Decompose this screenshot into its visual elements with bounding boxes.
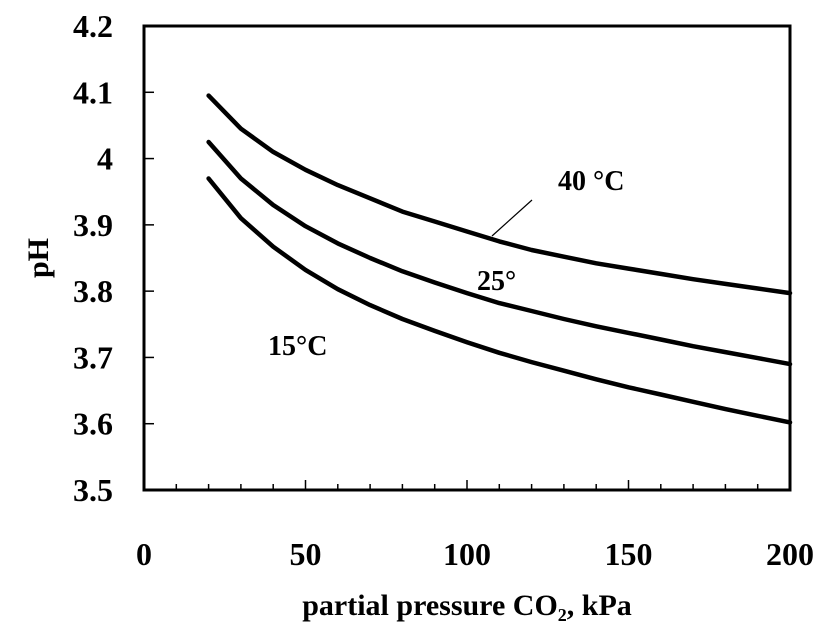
x-tick-label: 200 [766,536,814,572]
x-tick-label: 100 [443,536,491,572]
x-axis-label: partial pressure CO₂, kPa [302,589,632,622]
series-line-15c [206,176,793,425]
labels-layer: 0 50 100 150 200 3.5 3.6 3.7 3.8 3.9 4 4.1 4.2 [73,8,814,572]
ticks-layer [143,25,791,491]
y-tick-label: 4 [97,141,113,177]
y-tick-label: 4.2 [73,8,113,44]
annotation-leader-line [491,199,533,237]
y-tick-label: 3.9 [73,207,113,243]
annotation-40c: 40 °C [558,166,624,197]
x-tick-label: 50 [290,536,322,572]
y-tick-label: 3.7 [73,339,113,375]
annotation-15c: 15°C [268,331,327,362]
plot-frame [142,24,792,492]
y-axis-label: pH [22,238,55,278]
series-layer [206,93,793,425]
series-line-40c [206,93,793,296]
series-line-25 [206,139,793,367]
annotation-25: 25° [477,266,516,297]
y-tick-label: 4.1 [73,74,113,110]
y-tick-label: 3.5 [73,472,113,508]
y-tick-label: 3.6 [73,406,113,442]
x-tick-label: 0 [136,536,152,572]
x-tick-label: 150 [605,536,653,572]
y-tick-label: 3.8 [73,273,113,309]
